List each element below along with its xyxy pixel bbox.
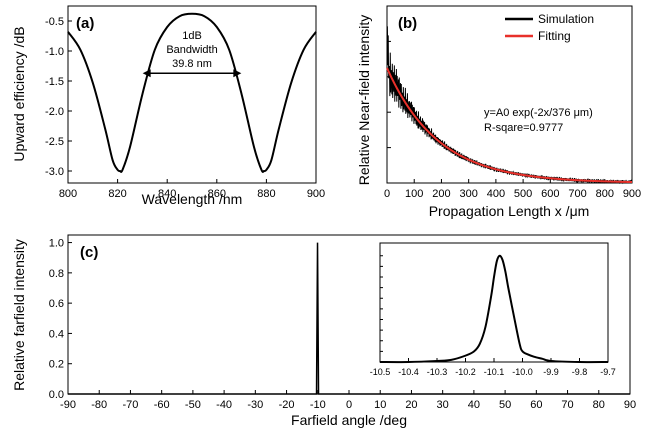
panel-b-xtick-label: 100 (405, 188, 423, 200)
panel-a-ylabel: Upward efficiency /dB (11, 26, 27, 161)
panel-b-legend: Simulation Fitting (505, 12, 594, 43)
panel-c-ytick-label: 0.6 (49, 298, 64, 310)
panel-c-ytick-label: 0.0 (49, 389, 64, 401)
fit-equation: y=A0 exp(-2x/376 μm) (484, 107, 593, 119)
panel-b-frame (386, 5, 633, 184)
panel-c-xtick-label: -60 (154, 399, 170, 411)
panel-c-xtick-label: -30 (247, 399, 263, 411)
fit-r-square: R-sqare=0.9777 (484, 122, 563, 134)
panel-b-xtick-label: 0 (384, 188, 390, 200)
panel-c-xtick-label: 10 (374, 399, 386, 411)
panel-a-xtick-label: 840 (158, 188, 176, 200)
panel-c-xlabel: Farfield angle /deg (291, 412, 407, 428)
panel-a-efficiency-line (67, 12, 317, 173)
panel-b-simulation-line (386, 26, 633, 185)
panel-a-frame (67, 5, 317, 184)
inset-xtick-label: -10.4 (398, 367, 419, 377)
panel-a-ytick-label: -2.5 (45, 136, 64, 148)
panel-c-ytick-label: 1.0 (49, 238, 64, 250)
panel-b-fitting-line (386, 67, 633, 184)
panel-c-xtick-label: -40 (216, 399, 232, 411)
inset-xtick-label: -10.3 (427, 367, 448, 377)
bandwidth-arrow-left-head (142, 69, 151, 78)
panel-a-xtick-label: 820 (108, 188, 126, 200)
inset-xtick-label: -10.2 (455, 367, 476, 377)
panel-c-xtick-label: 70 (561, 399, 573, 411)
panel-b-xtick-label: 600 (541, 188, 559, 200)
panel-c-ylabel: Relative farfield intensity (11, 239, 27, 391)
panel-b-xtick-label: 400 (487, 188, 505, 200)
panel-c-xtick-label: 60 (530, 399, 542, 411)
panel-c-inset: -10.5 -10.4 -10.3 -10.2 -10.1 -10.0 -9.9 -9.8 -9… (370, 242, 616, 377)
panel-c-ytick-label: 0.2 (49, 359, 64, 371)
panel-c-xtick-label: 80 (593, 399, 605, 411)
inset-xtick-label: -10.1 (484, 367, 505, 377)
panel-a-label: (a) (76, 15, 94, 32)
panel-c-farfield-line (68, 242, 630, 395)
panel-c-xtick-label: 90 (624, 399, 636, 411)
panel-b-xlabel: Propagation Length x /μm (429, 203, 590, 219)
panel-a-xtick-label: 900 (307, 188, 325, 200)
panel-a-xtick-label: 880 (257, 188, 275, 200)
legend-fitting-label: Fitting (538, 29, 571, 43)
annotation-bandwidth-value: 39.8 nm (172, 58, 212, 70)
panel-c-xtick-label: -90 (60, 399, 76, 411)
annotation-bandwidth: Bandwidth (166, 44, 217, 56)
inset-xtick-label: -9.9 (543, 367, 559, 377)
panel-a-xtick-label: 860 (208, 188, 226, 200)
panel-c-xtick-label: -20 (279, 399, 295, 411)
panel-b-xtick-label: 200 (432, 188, 450, 200)
panel-c-xtick-label: 0 (346, 399, 352, 411)
panel-b-xtick-label: 700 (568, 188, 586, 200)
inset-xtick-label: -9.7 (600, 367, 616, 377)
panel-a: (a) 800 820 840 860 880 900 -3.0 -2.5 -2.0 -1.5 -1… (11, 5, 325, 207)
panel-a-xlabel: Wavelength /nm (142, 191, 243, 207)
panel-b-label: (b) (398, 15, 417, 32)
panel-c-xtick-label: -50 (185, 399, 201, 411)
inset-frame (379, 242, 609, 363)
panel-c-xtick-label: 20 (405, 399, 417, 411)
panel-a-ytick-label: -2.0 (45, 106, 64, 118)
legend-simulation-label: Simulation (538, 12, 594, 26)
panel-c-xtick-label: -10 (310, 399, 326, 411)
annotation-1db: 1dB (182, 30, 202, 42)
panel-c-ytick-label: 0.8 (49, 268, 64, 280)
panel-c-xtick-label: 50 (499, 399, 511, 411)
bandwidth-annotation: 1dB Bandwidth 39.8 nm (142, 30, 242, 78)
inset-xtick-label: -10.0 (512, 367, 533, 377)
panel-c-xtick-label: 40 (468, 399, 480, 411)
panel-c-xtick-label: -80 (91, 399, 107, 411)
panel-a-ytick-label: -1.5 (45, 76, 64, 88)
panel-c-xtick-label: -70 (122, 399, 138, 411)
panel-c-label: (c) (80, 244, 98, 261)
panel-b-xtick-label: 900 (623, 188, 641, 200)
panel-b: (b) 0 100 200 300 400 500 600 700 800 900 Simulat… (356, 5, 641, 219)
panel-c-xtick-label: 30 (437, 399, 449, 411)
panel-b-xtick-label: 800 (596, 188, 614, 200)
inset-farfield-line (379, 254, 609, 364)
panel-b-xtick-label: 500 (514, 188, 532, 200)
bandwidth-arrow-right-head (233, 69, 242, 78)
panel-c-ytick-label: 0.4 (49, 328, 64, 340)
panel-a-ytick-label: -3.0 (45, 166, 64, 178)
panel-a-ytick-label: -1.0 (45, 46, 64, 58)
panel-b-xtick-label: 300 (459, 188, 477, 200)
inset-xtick-label: -9.8 (572, 367, 588, 377)
inset-xtick-label: -10.5 (370, 367, 391, 377)
panel-a-xtick-label: 800 (59, 188, 77, 200)
panel-c: (c) -90 -80 -70 -60 -50 -40 -30 -20 -10 0 10 20 30 40… (11, 234, 636, 428)
panel-a-ytick-label: -0.5 (45, 16, 64, 28)
panel-b-ylabel: Relative Near-field intensity (356, 15, 372, 185)
